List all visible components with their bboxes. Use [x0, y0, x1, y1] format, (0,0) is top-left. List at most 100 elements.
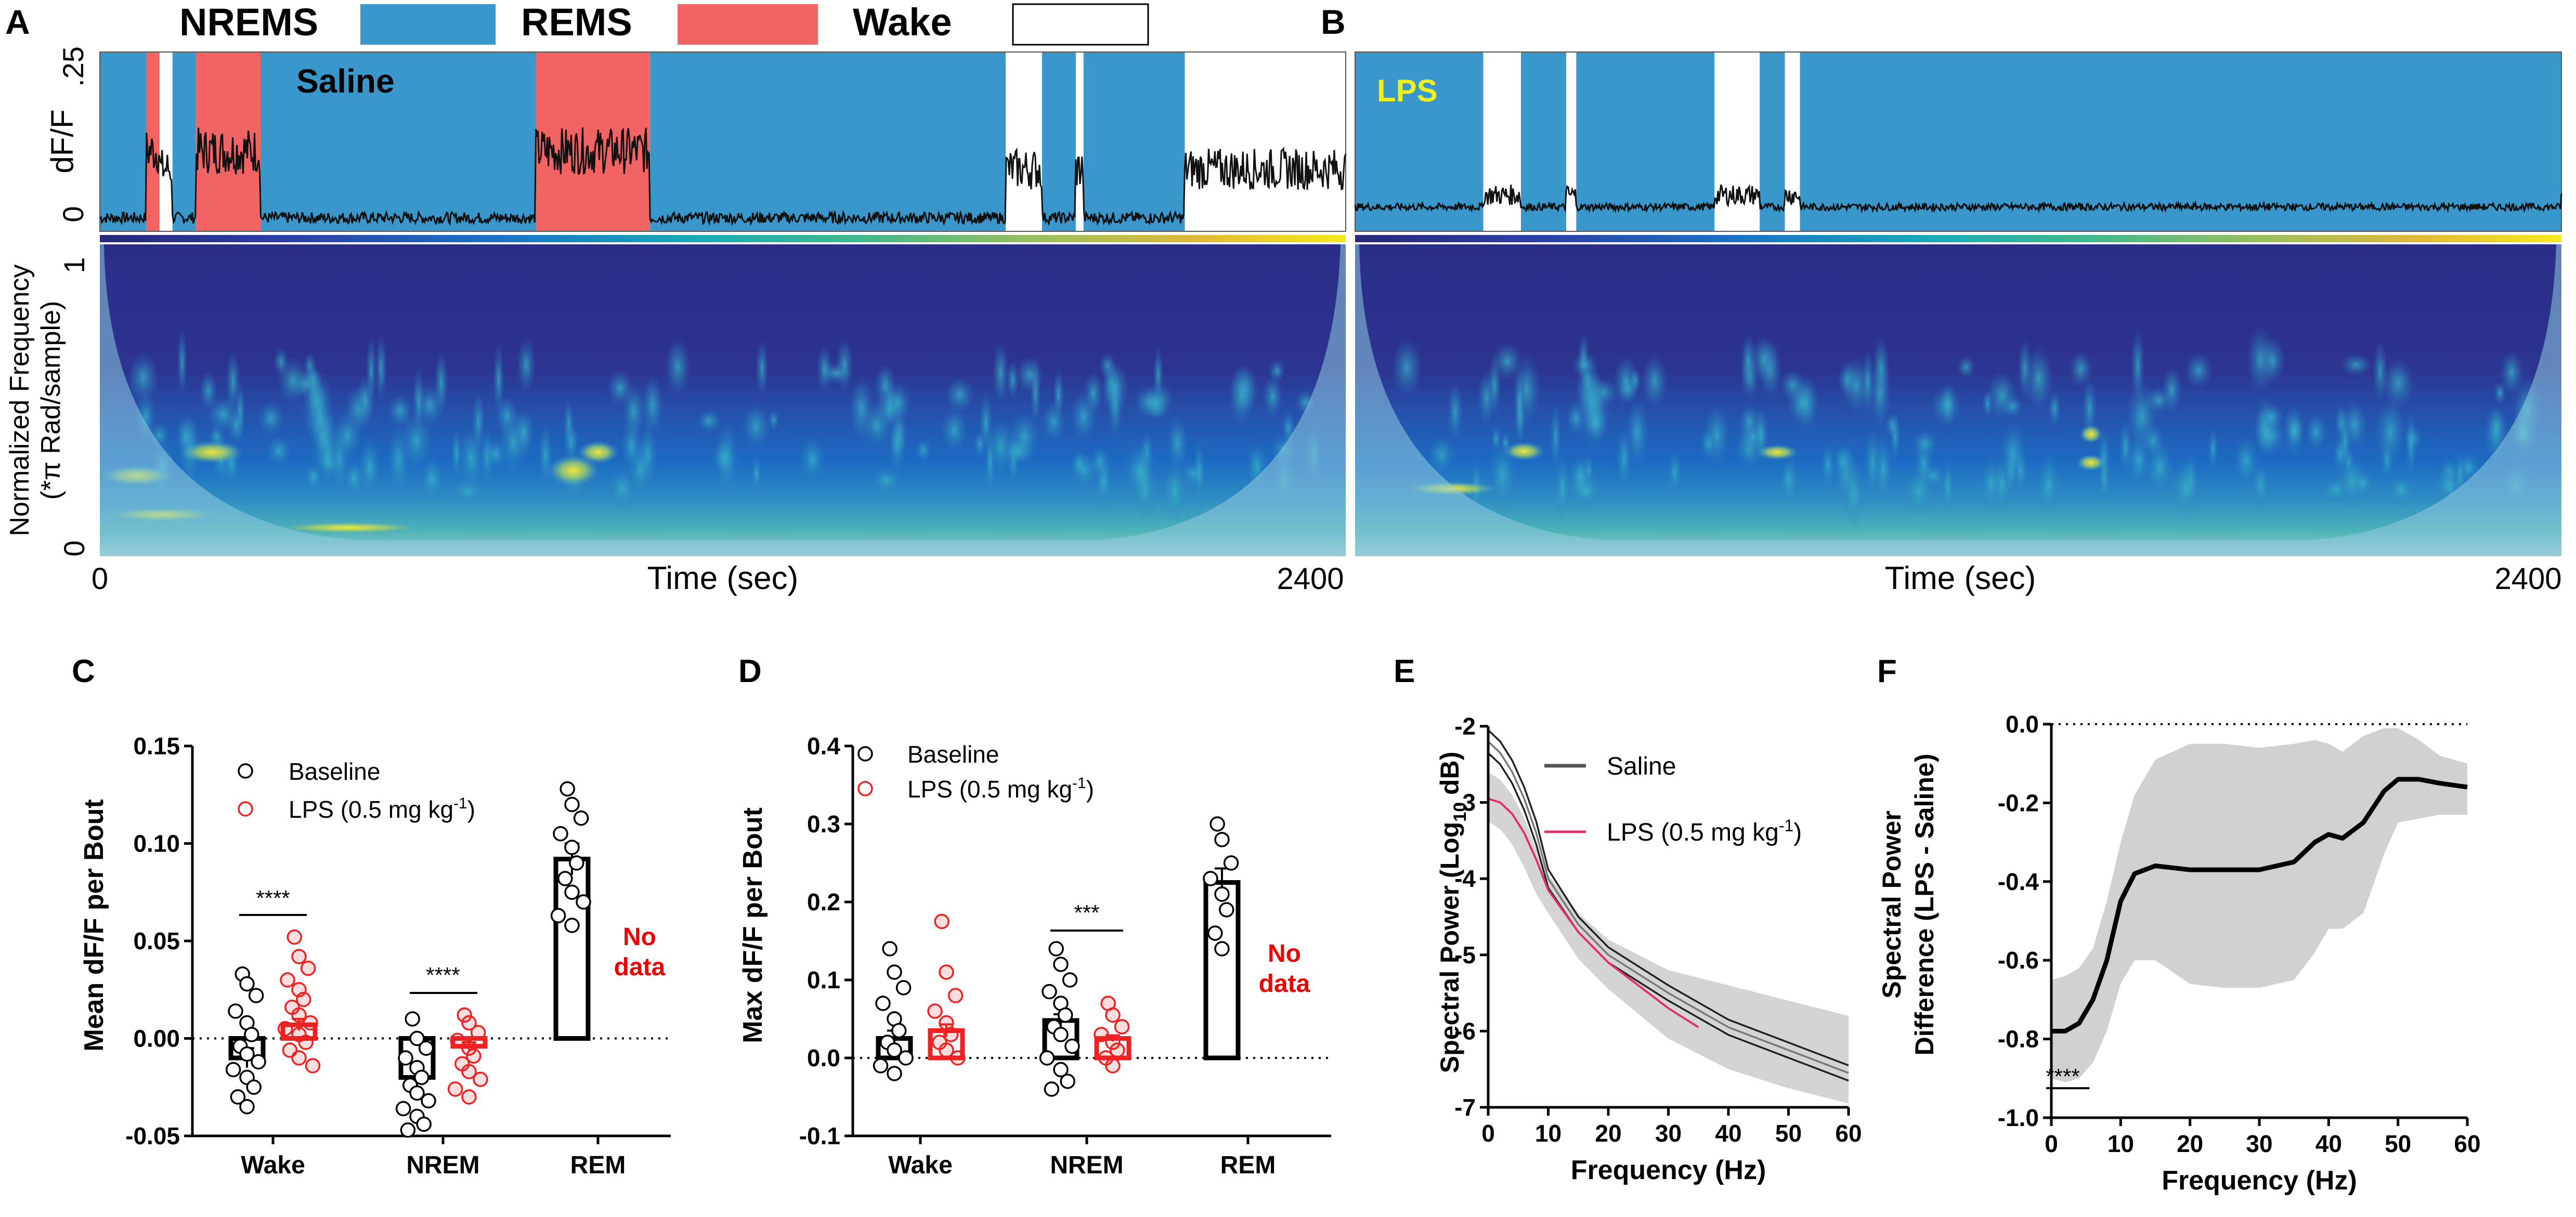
spectrogram-texture [1488, 441, 1517, 509]
spectrogram-texture [420, 456, 444, 502]
c-legend-baseline-marker [238, 763, 253, 779]
data-point [457, 1007, 472, 1023]
spectrogram-texture [2252, 461, 2270, 508]
spectrogram-texture [1957, 356, 1976, 378]
spectrogram-texture [257, 400, 285, 436]
spectrogram-texture [2488, 407, 2505, 447]
c-sig-wake: **** [256, 886, 290, 910]
spectrogram-texture [1006, 360, 1019, 399]
data-point [405, 1011, 420, 1027]
spectrogram-texture [755, 340, 769, 396]
data-point [228, 1003, 243, 1019]
y-tick-label: -3 [1454, 789, 1476, 816]
spectrogram-texture [1550, 403, 1562, 471]
c-legend-baseline: Baseline [289, 758, 380, 785]
y-tick-label: 0.00 [133, 1025, 180, 1052]
hypnogram-bout [1083, 52, 1185, 231]
data-point [244, 1027, 259, 1042]
spectrogram-lps [1355, 244, 2561, 556]
spectrogram-texture [207, 396, 240, 434]
y-tick-label: 0.10 [133, 830, 180, 857]
bar [553, 857, 591, 1041]
data-point [248, 988, 264, 1003]
data-point [1214, 886, 1230, 902]
d-no-data-1: No [1268, 940, 1301, 967]
y-tick-label: -5 [1454, 941, 1476, 969]
x-tick-label: Wake [888, 1151, 953, 1179]
x-tick-label: 50 [1775, 1120, 1802, 1147]
chart-spectral-power: -7 -6 -5 -4 -3 -2 0 10 20 30 40 50 60 Frequency (Hz) [1454, 713, 1862, 1185]
y-tick-label: -7 [1454, 1094, 1476, 1121]
data-point [447, 1081, 463, 1097]
difference-ci-shade [2051, 728, 2467, 1082]
data-point [461, 1064, 477, 1079]
c-legend-lps: LPS (0.5 mg kg-1) [289, 795, 475, 823]
spectrogram-texture [816, 345, 833, 392]
spectrogram-texture [2340, 353, 2372, 377]
hypnogram-bout [1042, 52, 1076, 231]
spectrogram-texture [2259, 403, 2284, 431]
data-point [887, 1066, 902, 1081]
spectrogram-texture [1873, 434, 1893, 504]
spectrogram-texture [1667, 450, 1683, 494]
c-sig-nrem: **** [426, 963, 460, 987]
spectrogram-texture [1629, 368, 1642, 394]
spectrogram-texture [375, 334, 387, 402]
spectrogram-texture [1625, 397, 1649, 468]
data-point [1044, 1081, 1060, 1097]
spectrogram-hotspot [1757, 444, 1798, 460]
f-ylabel-line2: Difference (LPS - Saline) [1910, 754, 1939, 1056]
spectrogram-texture [225, 349, 241, 413]
spectrogram-texture [1838, 360, 1858, 398]
spectrogram-texture [1554, 452, 1570, 525]
f-ylabel-line1: Spectral Power [1877, 810, 1906, 998]
x-tick-label: 10 [2107, 1130, 2134, 1157]
spectrogram-texture [1750, 335, 1778, 383]
data-point [421, 1093, 436, 1109]
spec-ytick-bottom: 0 [58, 540, 90, 556]
hypnogram-bout [1576, 52, 1715, 231]
data-point [1203, 871, 1218, 886]
spectrogram-texture [2068, 350, 2093, 388]
data-point [1053, 1062, 1069, 1078]
spectrogram-texture [434, 349, 449, 416]
spectrogram-texture [1820, 442, 1836, 488]
trace-box-lps [1355, 51, 2562, 232]
y-tick-label: 0.4 [807, 732, 840, 760]
spectrogram-texture [1447, 382, 1463, 441]
data-point [418, 1040, 434, 1056]
d-ylabel: Max dF/F per Bout [738, 807, 768, 1043]
spectrogram-texture [2000, 422, 2026, 486]
data-point [466, 1048, 482, 1064]
spectrogram-hotspot [271, 521, 427, 534]
d-legend-baseline-marker [857, 746, 873, 762]
x-tick-label: 30 [2246, 1130, 2272, 1157]
x-tick-label: 10 [1535, 1120, 1562, 1147]
data-point [557, 871, 573, 886]
x-tick-label: 50 [2385, 1130, 2411, 1157]
spectrogram-texture [2002, 396, 2024, 417]
spectrogram-texture [2141, 424, 2165, 457]
d-legend-lps-marker [857, 781, 873, 796]
spectrogram-texture [973, 430, 986, 459]
spectrogram-texture [1699, 427, 1718, 460]
spectrogram-texture [2405, 412, 2417, 478]
x-tick-label: 40 [2315, 1130, 2342, 1157]
chart-spectral-difference: -1.0 -0.8 -0.6 -0.4 -0.2 0.0 0 10 20 30 40 50 60 Freq… [1998, 711, 2481, 1196]
spectrogram-texture [2499, 349, 2524, 396]
data-point [887, 1042, 902, 1058]
hypnogram-bout [650, 52, 1006, 231]
data-point [1207, 925, 1223, 941]
d-legend-lps: LPS (0.5 mg kg-1) [907, 775, 1094, 803]
spectrogram-texture [451, 426, 462, 481]
data-point [947, 988, 964, 1003]
spectrogram-texture [1779, 453, 1799, 506]
data-point [461, 1089, 477, 1105]
spectrogram-texture [1167, 415, 1189, 472]
data-point [1042, 984, 1057, 1000]
spectrogram-texture [1584, 404, 1608, 442]
spectrogram-texture [1940, 381, 1956, 428]
spectrogram-texture [2259, 337, 2285, 384]
y-tick-label: -0.8 [1998, 1026, 2039, 1053]
spectrogram-texture [1427, 436, 1455, 475]
